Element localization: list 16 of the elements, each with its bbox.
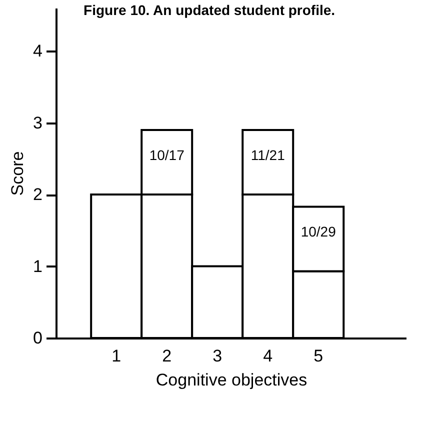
x-tick-label: 4 bbox=[263, 346, 273, 366]
y-tick-label: 4 bbox=[33, 42, 42, 61]
y-tick-label: 3 bbox=[33, 113, 42, 132]
y-axis-title: Score bbox=[8, 151, 28, 196]
x-tick-label: 2 bbox=[162, 346, 172, 366]
x-tick-label: 5 bbox=[314, 346, 324, 366]
chart-title: Figure 10. An updated student profile. bbox=[84, 2, 336, 18]
x-tick-label: 1 bbox=[112, 346, 122, 366]
y-tick-label: 1 bbox=[33, 256, 42, 276]
y-tick-label: 0 bbox=[33, 328, 42, 348]
x-tick-label: 3 bbox=[212, 346, 222, 366]
data-label: 10/29 bbox=[300, 224, 336, 240]
y-tick-label: 2 bbox=[33, 185, 42, 204]
x-axis-title: Cognitive objectives bbox=[156, 370, 308, 390]
data-label: 10/17 bbox=[149, 146, 185, 163]
data-label: 11/21 bbox=[250, 146, 286, 163]
